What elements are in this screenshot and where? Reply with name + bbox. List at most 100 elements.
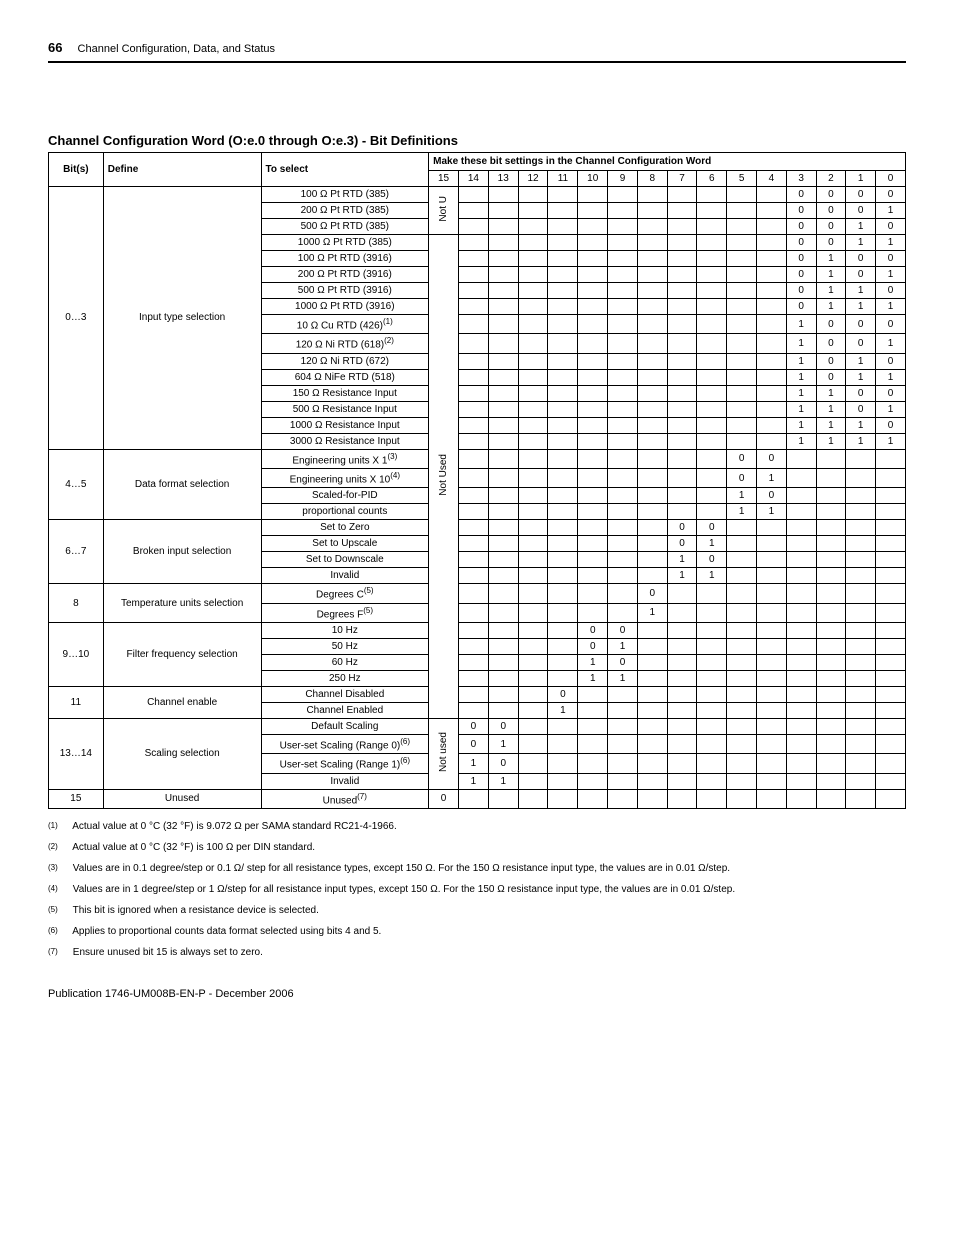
bit-cell: 1 <box>846 353 876 369</box>
bit-cell <box>637 504 667 520</box>
bit-cell <box>697 638 727 654</box>
bit-cell <box>756 718 786 734</box>
bit-cell: 1 <box>846 283 876 299</box>
bit-cell <box>727 417 757 433</box>
bit-cell: 1 <box>458 754 488 773</box>
bit-cell <box>488 449 518 468</box>
bit-cell <box>727 686 757 702</box>
bit-cell <box>816 718 846 734</box>
bit-cell <box>846 654 876 670</box>
bit-cell <box>786 488 816 504</box>
bit-cell <box>548 203 578 219</box>
bit-cell <box>608 385 638 401</box>
bit-cell <box>458 638 488 654</box>
bit-cell <box>727 369 757 385</box>
bit-cell <box>756 251 786 267</box>
bit-cell <box>667 686 697 702</box>
select-cell: Engineering units X 1(3) <box>261 449 429 468</box>
bit-cell <box>608 251 638 267</box>
bit-cell <box>667 702 697 718</box>
bit-cell <box>786 622 816 638</box>
bit-cell <box>697 702 727 718</box>
select-cell: Scaled-for-PID <box>261 488 429 504</box>
bit-cell <box>488 568 518 584</box>
bit-cell: 1 <box>786 433 816 449</box>
bit-cell <box>458 504 488 520</box>
bit-cell <box>608 718 638 734</box>
page-number: 66 <box>48 40 62 55</box>
bit-cell <box>548 315 578 334</box>
select-cell: Degrees C(5) <box>261 584 429 603</box>
bit-cell <box>756 603 786 622</box>
bit-cell <box>608 267 638 283</box>
bit-cell <box>578 536 608 552</box>
header-rule <box>48 61 906 63</box>
bit-cell <box>637 353 667 369</box>
select-cell: 200 Ω Pt RTD (385) <box>261 203 429 219</box>
bit-cell <box>876 622 906 638</box>
bit-cell <box>727 702 757 718</box>
select-cell: Invalid <box>261 568 429 584</box>
select-cell: 10 Hz <box>261 622 429 638</box>
bit-cell <box>637 702 667 718</box>
bit-cell <box>876 638 906 654</box>
bit-cell <box>667 417 697 433</box>
bit-cell <box>488 251 518 267</box>
bit-cell <box>578 369 608 385</box>
bit-cell <box>458 654 488 670</box>
bit-cell <box>667 584 697 603</box>
bit-cell <box>876 754 906 773</box>
bit-cell <box>786 718 816 734</box>
bit-cell <box>876 568 906 584</box>
bit-cell <box>548 369 578 385</box>
bit-cell: 0 <box>786 251 816 267</box>
bit-cell <box>518 488 548 504</box>
bit-cell <box>458 789 488 808</box>
select-cell: 3000 Ω Resistance Input <box>261 433 429 449</box>
bit-cell: 0 <box>727 468 757 487</box>
bit-cell <box>727 187 757 203</box>
bit-cell: 0 <box>458 718 488 734</box>
bit-cell <box>488 203 518 219</box>
bit-cell <box>518 754 548 773</box>
bit-cell <box>756 638 786 654</box>
bit-cell <box>518 433 548 449</box>
bit-cell <box>578 789 608 808</box>
select-cell: Set to Zero <box>261 520 429 536</box>
bit-cell: 0 <box>608 654 638 670</box>
bit-cell <box>846 638 876 654</box>
bit-cell: 1 <box>786 353 816 369</box>
bit-cell <box>608 603 638 622</box>
bit-cell: 1 <box>816 251 846 267</box>
bit-cell: 1 <box>608 670 638 686</box>
bit-cell <box>488 417 518 433</box>
col-define: Define <box>103 153 261 187</box>
bit-cell: 1 <box>816 433 846 449</box>
bit-cell <box>756 536 786 552</box>
bit-cell <box>756 267 786 283</box>
bit-cell <box>548 299 578 315</box>
bit-cell <box>697 449 727 468</box>
bit-cell <box>816 568 846 584</box>
bit-cell <box>697 203 727 219</box>
bit-cell <box>727 433 757 449</box>
bit-cell <box>488 638 518 654</box>
bit-cell <box>697 773 727 789</box>
bit-cell <box>608 219 638 235</box>
bit-cell <box>727 283 757 299</box>
bit-cell <box>458 203 488 219</box>
bit-cell <box>816 702 846 718</box>
bit-cell <box>637 536 667 552</box>
bit-cell <box>578 603 608 622</box>
bit-cell <box>548 584 578 603</box>
select-cell: Channel Enabled <box>261 702 429 718</box>
bit-cell <box>697 369 727 385</box>
bit-cell <box>518 449 548 468</box>
footnote: (6) Applies to proportional counts data … <box>48 926 906 937</box>
not-used-cell-upper: Not Used <box>429 235 459 719</box>
bit-cell <box>518 718 548 734</box>
bit-cell: 0 <box>697 552 727 568</box>
bit-cell <box>548 334 578 353</box>
bit-cell <box>608 353 638 369</box>
bit-cell <box>548 251 578 267</box>
